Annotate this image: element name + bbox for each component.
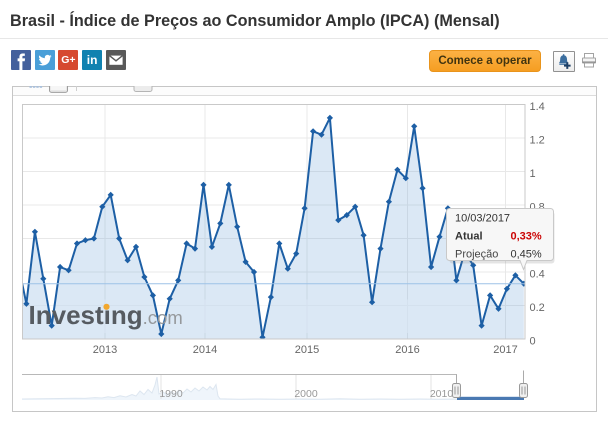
svg-text:0.2: 0.2 bbox=[530, 302, 545, 314]
svg-text:1.4: 1.4 bbox=[530, 101, 545, 113]
svg-text:1990: 1990 bbox=[159, 388, 183, 400]
svg-text:0.4: 0.4 bbox=[530, 269, 545, 281]
svg-text:2013: 2013 bbox=[93, 344, 117, 356]
svg-text:2017: 2017 bbox=[493, 344, 517, 356]
svg-text:Projeção: Projeção bbox=[455, 249, 498, 261]
svg-text:2000: 2000 bbox=[294, 388, 318, 400]
svg-text:1.2: 1.2 bbox=[530, 135, 545, 147]
svg-text:10/03/2017: 10/03/2017 bbox=[455, 213, 510, 225]
svg-text:2014: 2014 bbox=[193, 344, 217, 356]
svg-text:0,45%: 0,45% bbox=[511, 249, 542, 261]
svg-text:2015: 2015 bbox=[295, 344, 319, 356]
svg-text:2010: 2010 bbox=[430, 388, 454, 400]
svg-text:0,33%: 0,33% bbox=[511, 231, 542, 243]
svg-text:2016: 2016 bbox=[395, 344, 419, 356]
svg-text:0: 0 bbox=[530, 336, 536, 348]
svg-text:1: 1 bbox=[530, 168, 536, 180]
svg-text:Atual: Atual bbox=[455, 231, 483, 243]
